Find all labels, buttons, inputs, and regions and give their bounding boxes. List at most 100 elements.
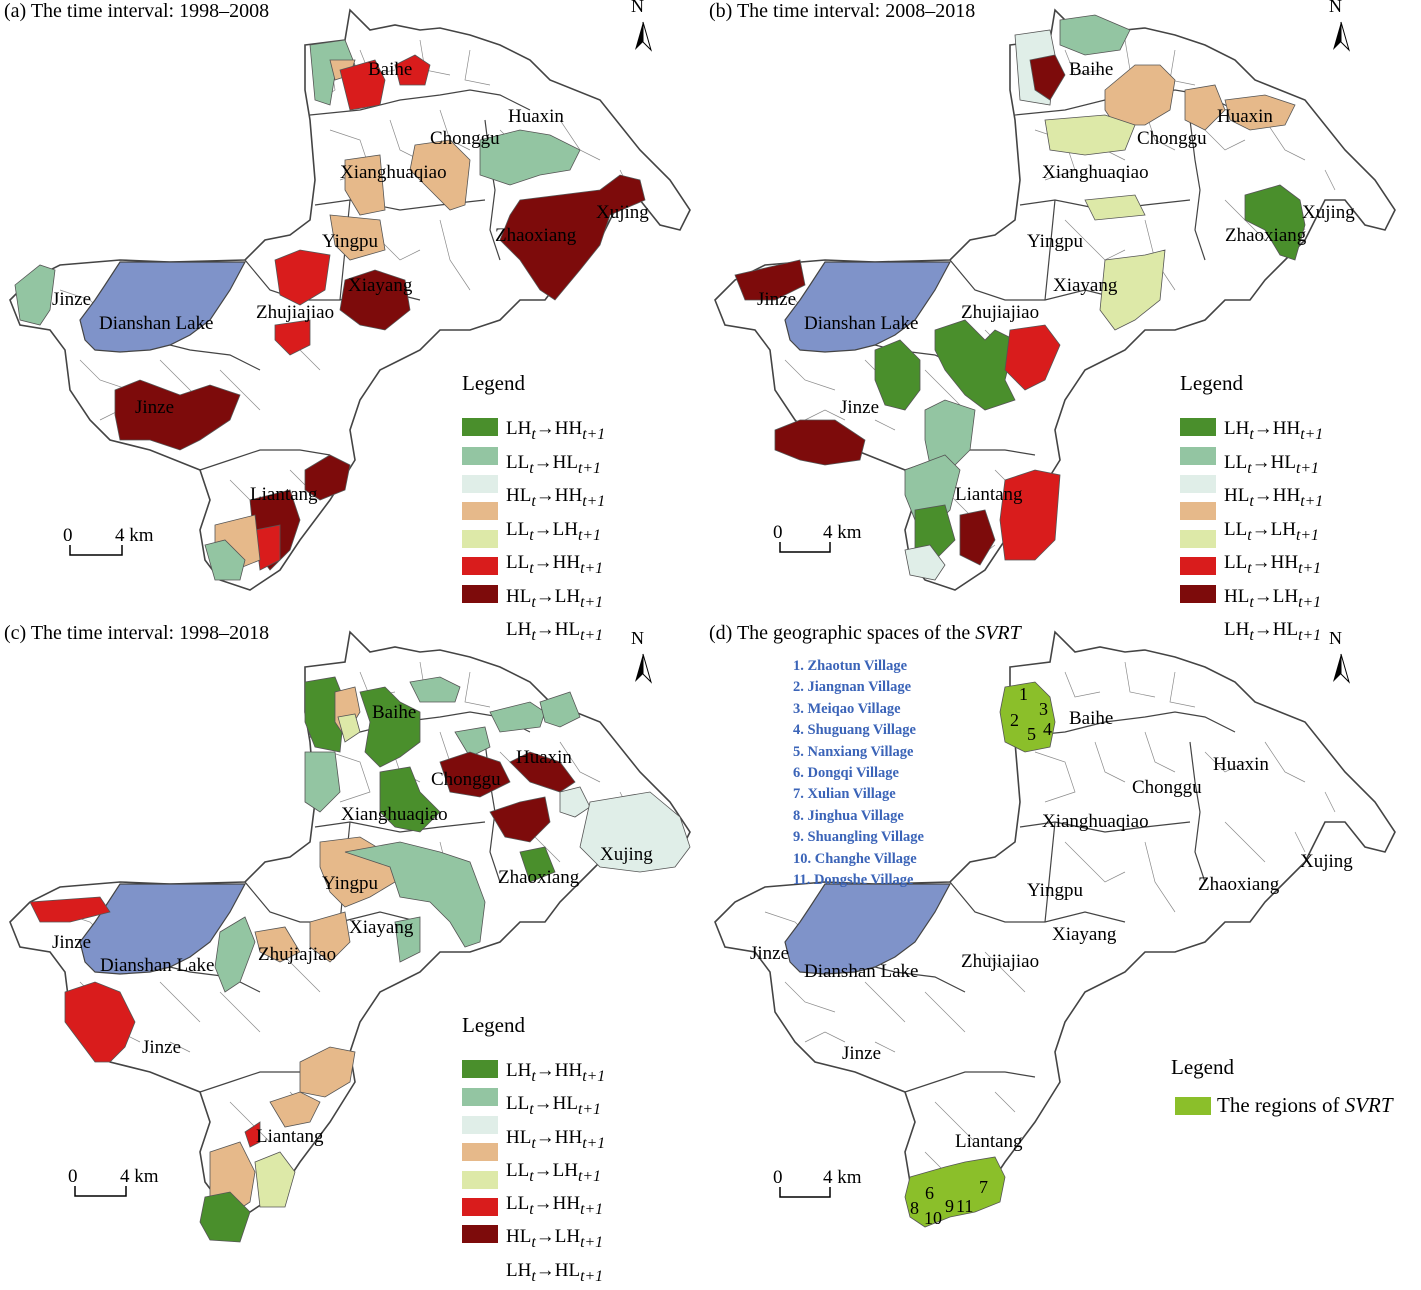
region-lhhl bbox=[339, 269, 411, 331]
place-yingpu: Yingpu bbox=[1027, 880, 1083, 901]
north-arrow-icon bbox=[1333, 653, 1351, 684]
panel-d: (d) The geographic spaces of the SVRT N … bbox=[705, 622, 1415, 1244]
place-xujing: Xujing bbox=[600, 844, 653, 865]
legend-labels: LHt→HHt+1 LLt→HLt+1 HLt→HHt+1 LLt→LHt+1 … bbox=[506, 1060, 606, 1285]
place-xianghuaqiao: Xianghuaqiao bbox=[1042, 162, 1149, 183]
region-lhhl bbox=[304, 454, 351, 501]
place-xiayang: Xiayang bbox=[1052, 924, 1117, 945]
place-baihe: Baihe bbox=[372, 702, 417, 723]
legend-labels: LHt→HHt+1 LLt→HLt+1 HLt→HHt+1 LLt→LHt+1 … bbox=[506, 418, 606, 644]
map-b bbox=[714, 9, 1396, 603]
place-huaxin: Huaxin bbox=[516, 747, 572, 768]
village-number-11: 11 bbox=[956, 1196, 974, 1216]
place-dianshan-lake: Dianshan Lake bbox=[100, 955, 215, 976]
place-jinze-south: Jinze bbox=[842, 1043, 882, 1064]
scale-zero: 0 bbox=[773, 522, 783, 543]
place-dianshan-lake: Dianshan Lake bbox=[804, 961, 919, 982]
region-hllh bbox=[394, 54, 431, 86]
panel-title: (b) The time interval: 2008–2018 bbox=[709, 0, 976, 22]
place-baihe: Baihe bbox=[1069, 59, 1114, 80]
village-item: 11. Dongshe Village bbox=[793, 872, 914, 889]
north-label: N bbox=[1329, 0, 1342, 16]
village-number-2: 2 bbox=[1010, 710, 1019, 730]
north-label: N bbox=[631, 628, 644, 648]
panel-title: (a) The time interval: 1998–2008 bbox=[4, 0, 270, 22]
place-xianghuaqiao: Xianghuaqiao bbox=[1042, 811, 1149, 832]
legend-swatches bbox=[1180, 418, 1216, 603]
region-lhhl bbox=[114, 379, 241, 451]
village-item: 5. Nanxiang Village bbox=[793, 743, 914, 760]
village-number-3: 3 bbox=[1039, 699, 1048, 719]
scale-end: 4 km bbox=[115, 525, 154, 546]
place-baihe: Baihe bbox=[1069, 708, 1114, 729]
place-zhaoxiang: Zhaoxiang bbox=[1225, 225, 1307, 246]
place-liantang: Liantang bbox=[955, 1131, 1023, 1152]
place-chonggu: Chonggu bbox=[1137, 128, 1207, 149]
scale-zero: 0 bbox=[68, 1166, 78, 1187]
place-jinze-north: Jinze bbox=[52, 289, 92, 310]
region-lhhl bbox=[499, 174, 646, 301]
panel-a: (a) The time interval: 1998–2008 N Baihe… bbox=[0, 0, 710, 644]
panel-title: (d) The geographic spaces of the SVRT bbox=[709, 622, 1021, 644]
village-item: 2. Jiangnan Village bbox=[793, 679, 912, 696]
village-item: 3. Meiqao Village bbox=[793, 700, 901, 717]
place-zhaoxiang: Zhaoxiang bbox=[495, 225, 577, 246]
svrt-region-liantang bbox=[904, 1156, 1006, 1228]
north-label: N bbox=[631, 0, 644, 16]
region-lllh bbox=[344, 154, 386, 216]
place-xiayang: Xiayang bbox=[1053, 275, 1118, 296]
region-hllh bbox=[339, 59, 386, 111]
place-baihe: Baihe bbox=[368, 59, 413, 80]
place-liantang: Liantang bbox=[955, 484, 1023, 505]
map-c bbox=[9, 631, 691, 1243]
village-number-7: 7 bbox=[979, 1177, 988, 1197]
region-lllh bbox=[329, 214, 386, 261]
place-dianshan-lake: Dianshan Lake bbox=[804, 313, 919, 334]
place-liantang: Liantang bbox=[256, 1126, 324, 1147]
scale-end: 4 km bbox=[120, 1166, 159, 1187]
village-number-10: 10 bbox=[924, 1208, 942, 1228]
north-label: N bbox=[1329, 628, 1342, 648]
place-xianghuaqiao: Xianghuaqiao bbox=[341, 804, 448, 825]
scale-end: 4 km bbox=[823, 1167, 862, 1188]
village-item: 1. Zhaotun Village bbox=[793, 658, 908, 674]
place-zhujiajiao: Zhujiajiao bbox=[256, 302, 335, 323]
region-llhl bbox=[479, 129, 581, 186]
village-item: 9. Shuangling Village bbox=[793, 829, 924, 846]
place-huaxin: Huaxin bbox=[1217, 106, 1273, 127]
place-yingpu: Yingpu bbox=[322, 231, 378, 252]
panel-title: (c) The time interval: 1998–2018 bbox=[4, 622, 270, 644]
village-item: 7. Xulian Village bbox=[793, 786, 896, 803]
panel-c: (c) The time interval: 1998–2018 N Baihe… bbox=[0, 622, 710, 1285]
place-zhujiajiao: Zhujiajiao bbox=[258, 944, 337, 965]
place-yingpu: Yingpu bbox=[322, 873, 378, 894]
place-zhujiajiao: Zhujiajiao bbox=[961, 951, 1040, 972]
map-d bbox=[714, 631, 1396, 1228]
place-huaxin: Huaxin bbox=[508, 106, 564, 127]
place-jinze-south: Jinze bbox=[135, 397, 175, 418]
legend-title: Legend bbox=[1180, 371, 1243, 395]
place-xianghuaqiao: Xianghuaqiao bbox=[340, 162, 447, 183]
north-arrow-icon bbox=[635, 653, 653, 684]
panel-b: (b) The time interval: 2008–2018 N Baihe… bbox=[705, 0, 1415, 644]
place-chonggu: Chonggu bbox=[1132, 777, 1202, 798]
place-jinze-north: Jinze bbox=[757, 289, 797, 310]
region-hllh bbox=[274, 249, 331, 306]
place-yingpu: Yingpu bbox=[1027, 231, 1083, 252]
legend-title: Legend bbox=[1171, 1055, 1234, 1079]
map-a bbox=[9, 9, 691, 603]
legend-swatches bbox=[462, 418, 498, 603]
region-llhl bbox=[204, 539, 246, 581]
scale-end: 4 km bbox=[823, 522, 862, 543]
legend-title: Legend bbox=[462, 371, 525, 395]
place-xujing: Xujing bbox=[596, 202, 649, 223]
village-number-5: 5 bbox=[1027, 724, 1036, 744]
village-number-8: 8 bbox=[910, 1198, 919, 1218]
place-jinze-south: Jinze bbox=[840, 397, 880, 418]
place-zhaoxiang: Zhaoxiang bbox=[498, 867, 580, 888]
north-arrow-icon bbox=[635, 21, 653, 52]
place-zhujiajiao: Zhujiajiao bbox=[961, 302, 1040, 323]
village-item: 4. Shuguang Village bbox=[793, 722, 916, 739]
village-number-1: 1 bbox=[1019, 684, 1028, 704]
village-item: 10. Changhe Village bbox=[793, 850, 917, 867]
